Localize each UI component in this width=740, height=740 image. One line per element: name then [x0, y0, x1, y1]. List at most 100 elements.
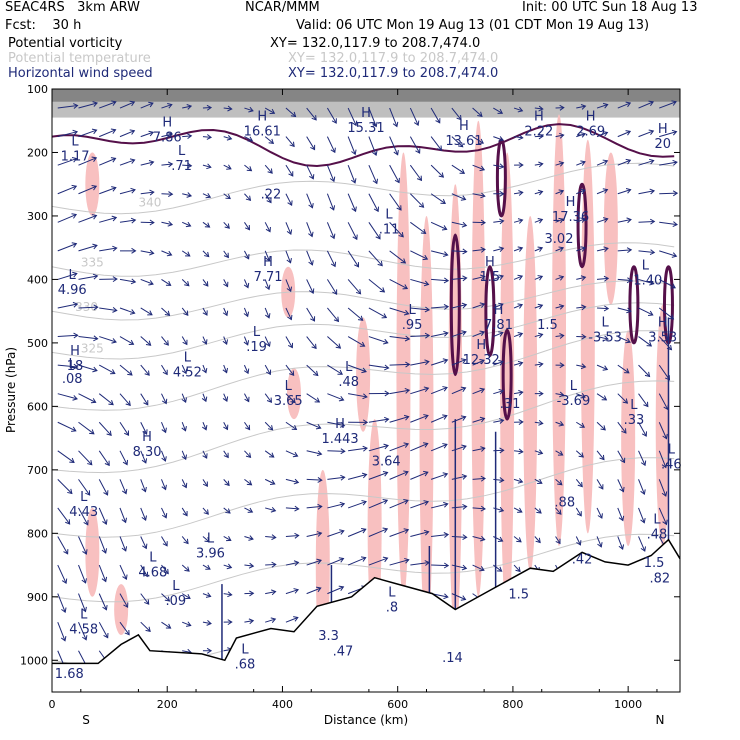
wind-vector: [140, 336, 151, 346]
wind-vector-head: [558, 161, 565, 167]
wind-vector: [596, 104, 608, 109]
wind-vector: [576, 364, 586, 368]
wind-vector: [264, 164, 273, 174]
wind-vector: [98, 421, 112, 436]
wind-vector: [368, 136, 377, 156]
wind-vector: [410, 501, 429, 509]
wind-vector-head: [111, 338, 117, 344]
wind-vector: [119, 101, 135, 109]
wind-vector: [202, 450, 208, 459]
wind-vector-head: [129, 158, 136, 164]
wind-vector-head: [668, 314, 675, 320]
wind-vector-head: [184, 281, 190, 287]
wind-vector-head: [480, 274, 486, 281]
pv-extremum-value: 7.71: [254, 270, 283, 285]
wind-vector: [389, 529, 409, 537]
pv-extremum-value: .31: [500, 397, 521, 412]
wind-vector: [327, 503, 345, 509]
wind-vector: [576, 161, 586, 166]
wind-vector-head: [71, 157, 78, 163]
pv-extremum-value: .47: [333, 645, 354, 660]
wind-vector-head: [161, 484, 167, 491]
wind-vector-head: [222, 339, 229, 345]
wind-vector-head: [227, 105, 233, 112]
wind-vector-head: [143, 400, 149, 406]
wind-vector-head: [382, 499, 389, 505]
wind-vector-head: [459, 168, 466, 174]
wind-vector-head: [597, 542, 603, 548]
wind-vector: [327, 476, 345, 480]
wind-vector-head: [558, 421, 565, 427]
pv-extremum-letter: H: [257, 109, 267, 124]
wind-vector: [244, 421, 250, 430]
wind-vector-head: [423, 470, 429, 477]
wind-vector: [182, 621, 191, 626]
wind-vector: [451, 535, 467, 538]
wind-vector: [223, 593, 232, 596]
wind-vector-head: [82, 549, 88, 555]
wind-vector-head: [625, 101, 632, 108]
wind-vector-head: [111, 100, 117, 106]
wind-vector-head: [271, 534, 277, 541]
wind-vector-head: [222, 396, 229, 402]
wind-vector-head: [87, 459, 93, 466]
wind-vector-head: [382, 556, 389, 563]
wind-vector: [513, 391, 523, 395]
wind-vector: [410, 250, 428, 260]
wind-vector-head: [581, 333, 587, 340]
wind-vector: [244, 136, 253, 142]
wind-vector: [181, 450, 187, 460]
wind-vector: [534, 507, 542, 514]
wind-vector-head: [128, 339, 135, 345]
wind-vector: [659, 278, 676, 289]
wind-vector: [306, 393, 320, 403]
wind-vector-head: [603, 335, 609, 342]
wind-vector-head: [69, 457, 75, 463]
wind-vector: [451, 416, 466, 423]
wind-vector: [306, 136, 316, 150]
wind-vector-head: [359, 341, 366, 347]
pv-extremum-letter: L: [172, 579, 180, 594]
wind-vector-head: [243, 368, 250, 375]
pv-positive-region: [621, 330, 636, 547]
wind-vector-head: [559, 132, 565, 139]
wind-vector-head: [422, 254, 429, 261]
wind-vector: [493, 332, 504, 338]
wind-vector-head: [462, 534, 468, 541]
wind-vector-head: [580, 393, 586, 399]
wind-vector-head: [310, 316, 316, 322]
wind-vector: [98, 621, 109, 638]
pv-extremum-letter: H: [494, 303, 504, 318]
wind-vector: [513, 219, 523, 223]
theta-contour: [51, 242, 675, 277]
wind-vector-head: [497, 536, 504, 543]
wind-vector: [244, 193, 251, 201]
wind-vector: [119, 159, 135, 166]
wind-vector: [638, 307, 653, 316]
wind-vector: [555, 536, 561, 544]
init-time: Init: 00 UTC Sun 18 Aug 13: [522, 0, 698, 15]
wind-vector-head: [626, 217, 632, 224]
wind-vector-head: [337, 369, 343, 375]
pv-extremum-value: .48: [338, 375, 359, 390]
wind-vector-head: [316, 558, 322, 565]
theta-contour: [51, 162, 675, 215]
pv-extremum-value: 13.61: [445, 134, 482, 149]
wind-vector: [534, 478, 543, 484]
wind-vector-head: [394, 177, 400, 184]
pv-extremum-value: 3.96: [196, 546, 225, 561]
wind-vector: [431, 534, 449, 537]
wind-vector: [576, 133, 586, 138]
wind-vector-head: [436, 145, 443, 151]
wind-vector-head: [601, 395, 608, 401]
wind-vector-head: [125, 400, 131, 407]
wind-vector: [347, 336, 365, 347]
wind-vector: [202, 193, 211, 198]
wind-vector-head: [265, 226, 271, 233]
pv-positive-region: [552, 114, 567, 547]
wind-vector-head: [264, 284, 271, 291]
wind-vector-head: [148, 101, 154, 108]
wind-vector-head: [619, 486, 625, 493]
wind-vector: [161, 279, 171, 286]
pv-extremum-value: -3.53: [588, 331, 622, 346]
